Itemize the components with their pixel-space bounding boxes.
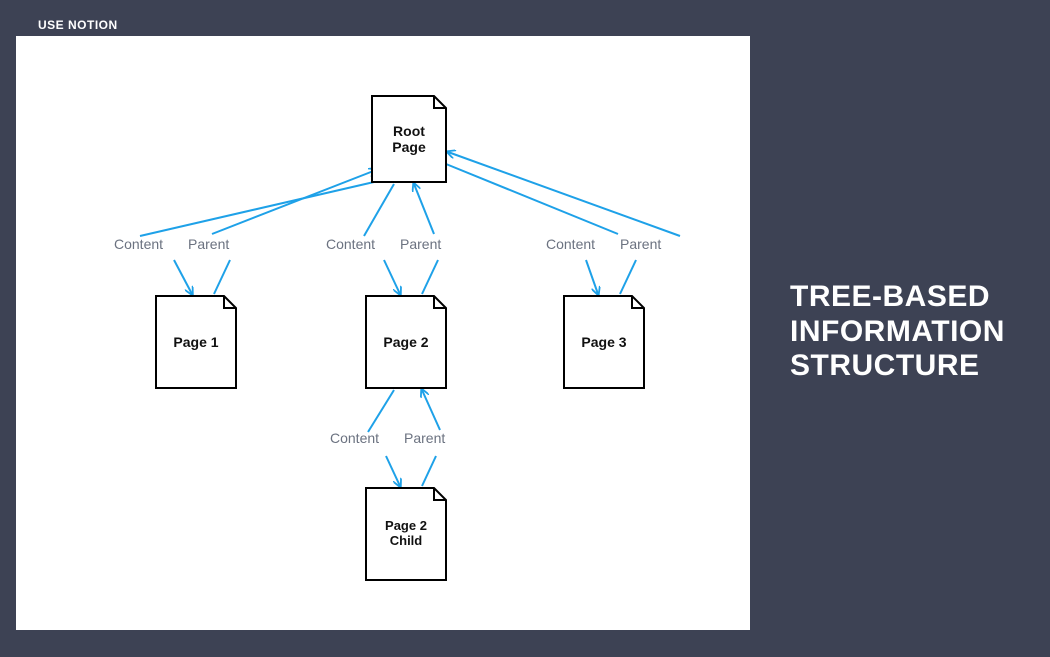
edge-segment [386, 456, 400, 486]
edge-label: Parent [188, 236, 229, 252]
edge-segment [384, 260, 400, 294]
edge-segment [422, 260, 438, 294]
edge-segment [422, 390, 440, 430]
sidebar-title-line: INFORMATION [790, 315, 1005, 350]
sidebar-title-line: STRUCTURE [790, 349, 1005, 384]
edge-segment [422, 456, 436, 486]
sidebar-title: TREE-BASED INFORMATION STRUCTURE [790, 280, 1005, 384]
page-node-label: Page 2 [383, 334, 428, 350]
edge-label: Content [546, 236, 595, 252]
edge-label: Content [326, 236, 375, 252]
edge-segment [414, 184, 434, 234]
page-node-label: Page 3 [581, 334, 626, 350]
edge-segment [174, 260, 192, 294]
edge-segment [620, 260, 636, 294]
page-node-label: Page 2 Child [385, 519, 427, 549]
page-node: Page 3 [564, 296, 644, 388]
page-node: Page 1 [156, 296, 236, 388]
edge-label: Content [114, 236, 163, 252]
edge-label: Content [330, 430, 379, 446]
edge-segment [368, 390, 394, 432]
edge-label: Parent [620, 236, 661, 252]
sidebar-title-line: TREE-BASED [790, 280, 1005, 315]
edge-segment [586, 260, 598, 294]
edge-segment [214, 260, 230, 294]
edge-segment [448, 152, 680, 236]
page-node: Page 2 [366, 296, 446, 388]
edge-label: Parent [404, 430, 445, 446]
page-node: Root Page [372, 96, 446, 182]
page-node-label: Root Page [392, 123, 425, 155]
edge-segment [446, 164, 618, 234]
header-label: USE NOTION [38, 18, 118, 32]
diagram-canvas: Root Page Page 1 Page 2 Page 3 Page 2 Child C… [16, 36, 750, 630]
edge-segment [212, 170, 376, 234]
page-node-label: Page 1 [173, 334, 218, 350]
edge-segment [140, 182, 374, 236]
edge-segment [364, 184, 394, 236]
page-node: Page 2 Child [366, 488, 446, 580]
edge-label: Parent [400, 236, 441, 252]
